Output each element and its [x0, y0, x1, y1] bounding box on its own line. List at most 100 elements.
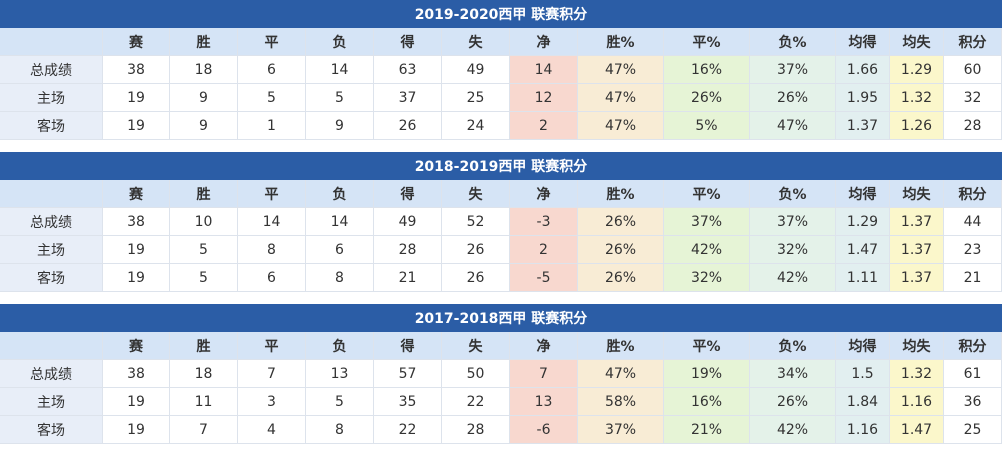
table-cell: 5 [170, 236, 238, 264]
table-cell: 7 [170, 416, 238, 444]
row-label: 主场 [0, 236, 103, 264]
header-cell: 均得 [836, 28, 890, 56]
header-cell: 胜 [170, 180, 238, 208]
row-label: 客场 [0, 112, 103, 140]
table-cell: 8 [238, 236, 306, 264]
table-cell: 49 [374, 208, 442, 236]
header-cell: 失 [442, 28, 510, 56]
header-cell: 积分 [944, 332, 1002, 360]
header-cell: 负 [306, 332, 374, 360]
header-cell: 负 [306, 28, 374, 56]
table-cell: 12 [510, 84, 578, 112]
table-cell: 37 [374, 84, 442, 112]
table-cell: 14 [510, 56, 578, 84]
table-cell: 1.47 [890, 416, 944, 444]
table-cell: 1.5 [836, 360, 890, 388]
table-cell: 1 [238, 112, 306, 140]
table-cell: 47% [750, 112, 836, 140]
table-cell: 1.95 [836, 84, 890, 112]
table-cell: 1.32 [890, 360, 944, 388]
table-cell: 26% [750, 388, 836, 416]
table-cell: 19 [103, 264, 170, 292]
header-cell: 均失 [890, 332, 944, 360]
header-cell: 胜% [578, 180, 664, 208]
table-cell: 60 [944, 56, 1002, 84]
table-cell: 5 [306, 388, 374, 416]
header-cell: 胜% [578, 332, 664, 360]
table-cell: 8 [306, 264, 374, 292]
header-cell: 得 [374, 332, 442, 360]
table-cell: 3 [238, 388, 306, 416]
header-cell: 负% [750, 332, 836, 360]
table-cell: 22 [442, 388, 510, 416]
table-cell: 52 [442, 208, 510, 236]
table-cell: 5 [170, 264, 238, 292]
table-cell: 26% [578, 264, 664, 292]
header-cell: 平 [238, 332, 306, 360]
table-cell: 10 [170, 208, 238, 236]
header-cell: 积分 [944, 28, 1002, 56]
table-cell: 16% [664, 388, 750, 416]
table-cell: 28 [374, 236, 442, 264]
table-cell: 1.11 [836, 264, 890, 292]
table-cell: 22 [374, 416, 442, 444]
table-cell: 1.84 [836, 388, 890, 416]
table-cell: 19 [103, 112, 170, 140]
table-cell: 4 [238, 416, 306, 444]
table-cell: 42% [664, 236, 750, 264]
header-cell: 负% [750, 180, 836, 208]
header-cell: 赛 [103, 28, 170, 56]
table-cell: 11 [170, 388, 238, 416]
table-cell: 21 [374, 264, 442, 292]
header-cell: 胜 [170, 332, 238, 360]
table-cell: 37% [750, 208, 836, 236]
table-cell: 21% [664, 416, 750, 444]
table-cell: 14 [306, 56, 374, 84]
header-cell: 净 [510, 180, 578, 208]
table-cell: 38 [103, 56, 170, 84]
table-cell: 9 [306, 112, 374, 140]
table-cell: 47% [578, 112, 664, 140]
table-cell: 5 [306, 84, 374, 112]
table-cell: 26% [578, 208, 664, 236]
header-cell: 均失 [890, 180, 944, 208]
header-cell: 负 [306, 180, 374, 208]
table-cell: 1.16 [836, 416, 890, 444]
header-cell: 积分 [944, 180, 1002, 208]
header-cell: 失 [442, 332, 510, 360]
table-cell: 19 [103, 388, 170, 416]
table-cell: 23 [944, 236, 1002, 264]
table-cell: 1.37 [890, 208, 944, 236]
table-cell: 28 [442, 416, 510, 444]
table-cell: 25 [442, 84, 510, 112]
table-cell: 47% [578, 56, 664, 84]
table-cell: 38 [103, 360, 170, 388]
table-cell: 6 [306, 236, 374, 264]
table-title: 2018-2019西甲 联赛积分 [0, 152, 1002, 180]
header-cell: 负% [750, 28, 836, 56]
table-cell: 26% [750, 84, 836, 112]
header-cell: 胜% [578, 28, 664, 56]
table-cell: 1.37 [890, 264, 944, 292]
table-cell: 6 [238, 56, 306, 84]
table-cell: 19% [664, 360, 750, 388]
table-cell: 5 [238, 84, 306, 112]
header-cell [0, 180, 103, 208]
table-cell: 37% [578, 416, 664, 444]
header-cell: 胜 [170, 28, 238, 56]
table-cell: 7 [510, 360, 578, 388]
table-cell: 19 [103, 236, 170, 264]
header-cell: 得 [374, 28, 442, 56]
row-label: 总成绩 [0, 360, 103, 388]
table-cell: 42% [750, 416, 836, 444]
table-cell: 6 [238, 264, 306, 292]
table-cell: 9 [170, 112, 238, 140]
header-cell: 平 [238, 28, 306, 56]
table-cell: 14 [306, 208, 374, 236]
table-cell: 1.29 [836, 208, 890, 236]
table-cell: 13 [306, 360, 374, 388]
header-cell: 均失 [890, 28, 944, 56]
table-title: 2017-2018西甲 联赛积分 [0, 304, 1002, 332]
table-cell: 1.47 [836, 236, 890, 264]
